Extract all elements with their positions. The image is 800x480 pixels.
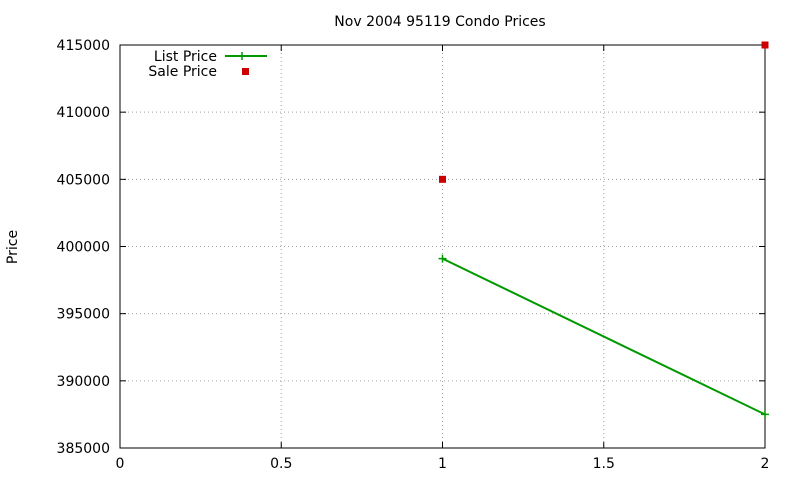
- y-axis-label: Price: [5, 230, 21, 264]
- legend-label-sale-price: Sale Price: [148, 64, 217, 80]
- data-point-sale-price-1: [761, 41, 769, 49]
- y-tick-label: 385000: [57, 441, 110, 457]
- grid: [120, 45, 765, 448]
- data-point-sale-price-0: [439, 175, 446, 183]
- x-tick-label: 1: [438, 456, 447, 472]
- x-tick-label: 0.5: [270, 456, 292, 472]
- data-point-list-price-1: [761, 410, 769, 419]
- legend-marker-sale-price: [242, 68, 249, 75]
- x-tick-label: 0: [116, 456, 125, 472]
- y-tick-label: 390000: [57, 374, 110, 390]
- axis-ticks: 0 0.5 1 1.5 2 385000 390000 395000 400000 405000 4…: [57, 38, 770, 472]
- series-line-list-price: [442, 257, 766, 416]
- y-tick-label: 395000: [57, 307, 110, 323]
- series-layer: [438, 41, 769, 419]
- y-tick-label: 400000: [57, 240, 110, 256]
- y-tick-label: 405000: [57, 172, 110, 188]
- chart-title: Nov 2004 95119 Condo Prices: [334, 14, 545, 30]
- data-point-list-price-0: [438, 254, 447, 263]
- legend: List Price Sale Price: [148, 49, 267, 80]
- y-tick-label: 410000: [57, 105, 110, 121]
- x-tick-label: 2: [761, 456, 770, 472]
- legend-marker-list-price: [238, 52, 246, 60]
- legend-label-list-price: List Price: [154, 49, 217, 65]
- y-tick-label: 415000: [57, 38, 110, 54]
- x-tick-label: 1.5: [593, 456, 615, 472]
